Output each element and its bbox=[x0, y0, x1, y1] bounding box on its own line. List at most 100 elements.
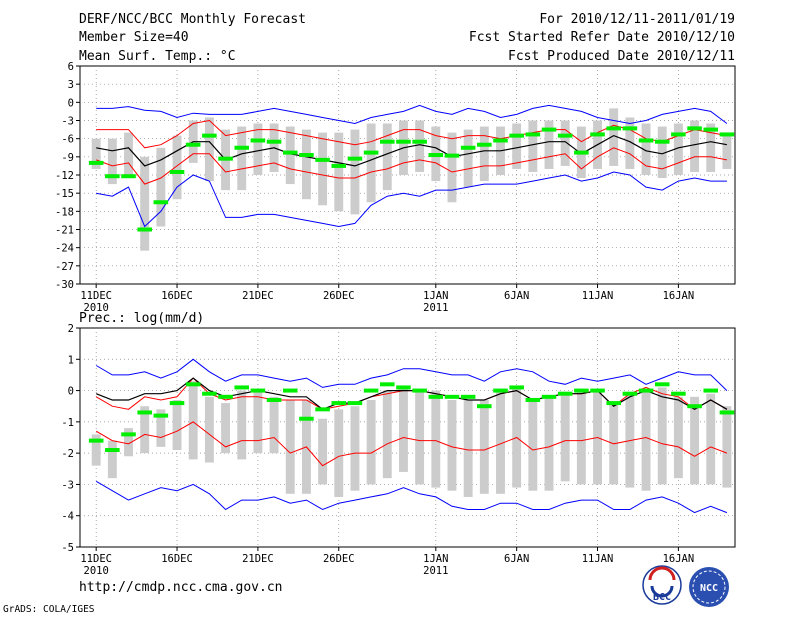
temp-ensemble-box bbox=[673, 123, 683, 175]
temp-min-line bbox=[96, 171, 727, 228]
temp-observed-marker bbox=[509, 133, 524, 138]
prec-observed-marker bbox=[169, 401, 185, 406]
prec-observed-marker bbox=[363, 388, 379, 393]
prec-ensemble-box bbox=[415, 390, 425, 485]
temp-ensemble-box bbox=[382, 123, 392, 191]
forecast-start-label: Fcst Started Refer Date 2010/12/10 bbox=[469, 30, 735, 45]
temp-observed-marker bbox=[574, 150, 589, 155]
grads-credit: GrADS: COLA/IGES bbox=[3, 604, 95, 615]
prec-ytick-label: -2 bbox=[61, 448, 74, 460]
temp-xtick-label: 16DEC bbox=[161, 290, 193, 302]
temp-ensemble-box bbox=[690, 120, 700, 172]
temp-observed-marker bbox=[444, 153, 460, 158]
prec-observed-marker bbox=[557, 391, 573, 396]
prec-ensemble-box bbox=[479, 399, 489, 494]
prec-ensemble-box bbox=[253, 390, 263, 454]
variable-label: Mean Surf. Temp.: °C bbox=[79, 49, 236, 64]
prec-ytick-label: 1 bbox=[68, 354, 74, 366]
temp-ensemble-box bbox=[641, 123, 651, 175]
prec-ensemble-box bbox=[107, 440, 117, 479]
member-size-label: Member Size=40 bbox=[79, 30, 189, 45]
temp-observed-marker bbox=[153, 200, 169, 205]
prec-observed-marker bbox=[347, 401, 363, 406]
chart-title: DERF/NCC/BCC Monthly Forecast bbox=[79, 12, 306, 27]
prec-observed-marker bbox=[380, 382, 395, 387]
prec-xtick-label: 11DEC bbox=[80, 553, 112, 565]
prec-observed-marker bbox=[460, 394, 476, 399]
prec-observed-marker bbox=[590, 388, 605, 393]
prec-observed-marker bbox=[121, 432, 136, 437]
prec-ensemble-box bbox=[318, 418, 328, 485]
temp-ytick-label: 3 bbox=[68, 79, 74, 91]
prec-ensemble-box bbox=[722, 406, 732, 488]
temp-ensemble-box bbox=[657, 126, 667, 179]
temp-observed-marker bbox=[719, 132, 735, 137]
bcc-logo-text: BCC bbox=[653, 592, 671, 603]
temp-observed-marker bbox=[202, 133, 217, 138]
bcc-logo: BCC bbox=[642, 565, 682, 605]
prec-ensemble-box bbox=[544, 396, 554, 491]
prec-xtick-label: 16DEC bbox=[161, 553, 193, 565]
temp-observed-marker bbox=[250, 138, 266, 143]
temp-observed-marker bbox=[428, 153, 444, 158]
prec-observed-marker bbox=[541, 394, 557, 399]
temp-ytick-label: -30 bbox=[55, 279, 74, 291]
temp-ytick-label: -6 bbox=[61, 134, 74, 146]
temp-xtick-label: 21DEC bbox=[242, 290, 274, 302]
prec-observed-marker bbox=[703, 388, 719, 393]
temp-ytick-label: -21 bbox=[55, 225, 74, 237]
temp-ensemble-box bbox=[172, 135, 182, 200]
forecast-period-label: For 2010/12/11-2011/01/19 bbox=[539, 12, 735, 27]
temp-xtick-label: 16JAN bbox=[663, 290, 695, 302]
prec-ensemble-box bbox=[285, 399, 295, 494]
temp-ensemble-box bbox=[124, 132, 133, 179]
temp-xtick-label: 11JAN bbox=[582, 290, 614, 302]
temp-observed-marker bbox=[185, 142, 201, 147]
prec-xtick-label: 16JAN bbox=[663, 553, 695, 565]
temp-observed-marker bbox=[137, 227, 152, 232]
temp-ensemble-box bbox=[285, 126, 295, 185]
prec-observed-marker bbox=[671, 391, 686, 396]
prec-observed-marker bbox=[687, 404, 702, 409]
temp-observed-marker bbox=[412, 139, 427, 144]
prec-ensemble-box bbox=[706, 393, 716, 485]
prec-observed-marker bbox=[622, 391, 638, 396]
temp-ensemble-box bbox=[140, 156, 150, 251]
temp-ytick-label: -9 bbox=[61, 152, 74, 164]
temp-max-line bbox=[96, 104, 728, 125]
prec-observed-marker bbox=[654, 382, 670, 387]
temp-mean-line bbox=[96, 134, 728, 167]
prec-ensemble-box bbox=[188, 381, 198, 460]
temp-observed-marker bbox=[266, 139, 282, 144]
temp-ensemble-box bbox=[512, 123, 522, 169]
prec-ensemble-box bbox=[447, 399, 457, 491]
prec-ensemble-box bbox=[91, 434, 101, 466]
temp-ensemble-box bbox=[237, 126, 247, 191]
temp-year-label: 2011 bbox=[423, 302, 448, 314]
temp-ensemble-box bbox=[156, 147, 166, 227]
temp-ensemble-box bbox=[204, 117, 214, 182]
temp-observed-marker bbox=[622, 126, 638, 131]
temp-ytick-label: -27 bbox=[55, 261, 74, 273]
prec-observed-marker bbox=[315, 407, 330, 412]
prec-year-label: 2011 bbox=[423, 565, 448, 577]
prec-ensemble-box bbox=[334, 409, 344, 497]
prec-ensemble-box bbox=[673, 396, 683, 479]
temp-observed-marker bbox=[606, 126, 621, 131]
prec-observed-marker bbox=[477, 404, 492, 409]
prec-min-line bbox=[95, 480, 728, 514]
temp-ytick-label: -12 bbox=[55, 170, 74, 182]
temp-upper-spread-line bbox=[96, 119, 727, 149]
prec-ytick-label: -1 bbox=[61, 417, 74, 429]
prec-xtick-label: 11JAN bbox=[582, 553, 614, 565]
temp-ensemble-box bbox=[350, 129, 360, 215]
prec-ensemble-box bbox=[560, 393, 570, 482]
prec-ytick-label: -4 bbox=[61, 511, 74, 523]
prec-observed-marker bbox=[185, 382, 201, 387]
temp-observed-marker bbox=[703, 127, 719, 132]
prec-ensemble-box bbox=[657, 387, 667, 485]
prec-ensemble-box bbox=[463, 399, 473, 497]
temp-ensemble-box bbox=[706, 123, 716, 172]
